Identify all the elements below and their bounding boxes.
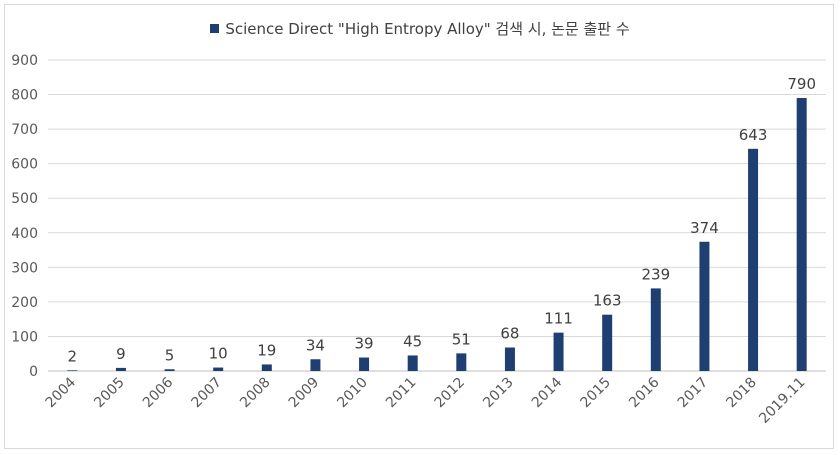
bar <box>261 364 272 371</box>
data-label: 34 <box>306 336 325 354</box>
bar <box>602 314 613 371</box>
bar <box>796 98 807 371</box>
data-label: 68 <box>500 325 519 343</box>
x-tick-label: 2014 <box>529 374 566 411</box>
x-tick-label: 2007 <box>189 375 226 412</box>
bar <box>407 355 418 371</box>
bars <box>67 98 807 371</box>
data-label: 2 <box>68 347 78 365</box>
x-tick-label: 2016 <box>626 374 663 411</box>
data-label: 163 <box>593 292 622 310</box>
data-label: 374 <box>690 219 719 237</box>
data-label: 10 <box>209 345 228 363</box>
bar <box>213 367 224 371</box>
bar <box>164 369 175 371</box>
data-label: 643 <box>739 126 768 144</box>
bar <box>359 357 370 371</box>
chart-frame <box>4 4 834 449</box>
data-label: 19 <box>257 341 276 359</box>
bar <box>67 370 78 371</box>
x-tick-label: 2012 <box>432 375 469 412</box>
bar <box>504 347 515 371</box>
x-tick-label: 2004 <box>43 374 80 411</box>
y-tick-label: 900 <box>11 53 38 69</box>
x-tick-label: 2011 <box>383 375 420 412</box>
data-label: 790 <box>787 75 816 93</box>
data-label: 5 <box>165 346 175 364</box>
y-tick-label: 600 <box>11 157 38 173</box>
bar <box>553 332 564 371</box>
x-tick-label: 2009 <box>286 375 323 412</box>
data-label: 111 <box>544 310 573 328</box>
x-tick-label: 2010 <box>334 375 371 412</box>
bar <box>748 148 759 371</box>
y-tick-label: 300 <box>11 260 38 276</box>
data-label: 39 <box>355 335 374 353</box>
data-label: 239 <box>641 265 670 283</box>
x-tick-label: 2019.11 <box>756 375 808 427</box>
data-labels: 2 9 5 10 19 34 39 45 51 68 111 163 239 374 643 790 <box>68 75 816 365</box>
data-label: 45 <box>403 332 422 350</box>
x-axis: 2004 2005 2006 2007 2008 2009 2010 2011 2012 2013… <box>43 374 809 426</box>
bar <box>456 353 467 371</box>
data-label: 9 <box>116 345 126 363</box>
bar <box>650 288 661 371</box>
y-tick-label: 700 <box>11 122 38 138</box>
data-label: 51 <box>452 330 471 348</box>
legend-swatch <box>210 24 220 33</box>
bar <box>699 241 710 371</box>
y-axis: 0 100 200 300 400 500 600 700 800 900 <box>11 53 38 380</box>
y-tick-label: 100 <box>11 329 38 345</box>
y-tick-label: 800 <box>11 88 38 104</box>
x-tick-label: 2017 <box>675 375 712 412</box>
x-tick-label: 2013 <box>480 375 517 412</box>
x-tick-label: 2018 <box>723 375 760 412</box>
legend-label: Science Direct "High Entropy Alloy" 검색 시… <box>225 20 630 38</box>
gridlines <box>48 59 826 372</box>
y-tick-label: 0 <box>29 364 38 380</box>
x-tick-label: 2005 <box>91 375 128 412</box>
chart-legend: Science Direct "High Entropy Alloy" 검색 시… <box>0 18 840 39</box>
x-tick-label: 2008 <box>237 375 274 412</box>
y-tick-label: 400 <box>11 226 38 242</box>
bar <box>310 359 321 371</box>
y-tick-label: 500 <box>11 191 38 207</box>
x-tick-label: 2015 <box>578 375 615 412</box>
bar <box>115 367 126 371</box>
y-tick-label: 200 <box>11 295 38 311</box>
x-tick-label: 2006 <box>140 374 177 411</box>
